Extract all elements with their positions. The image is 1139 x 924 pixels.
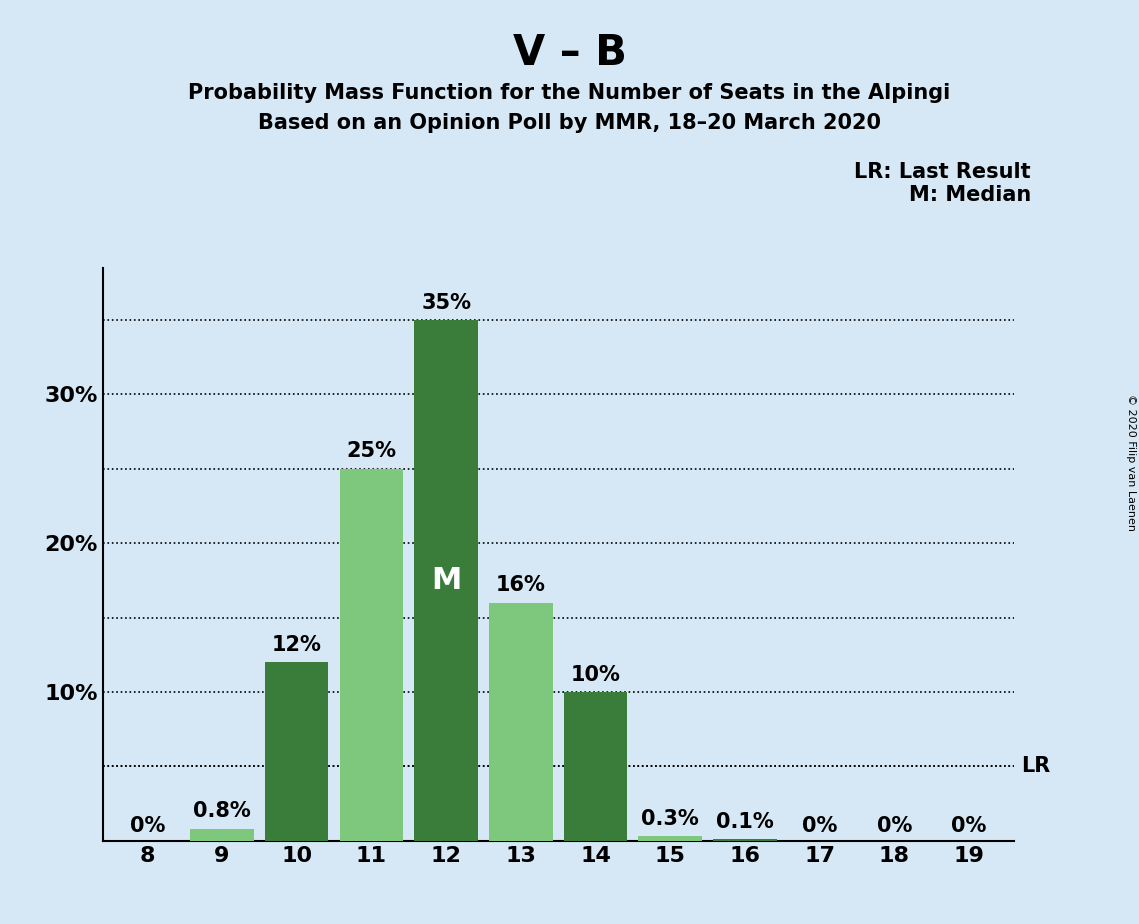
Bar bbox=[564, 692, 628, 841]
Text: 25%: 25% bbox=[346, 442, 396, 461]
Text: 0.1%: 0.1% bbox=[716, 812, 773, 832]
Text: 0%: 0% bbox=[951, 817, 986, 836]
Text: LR: Last Result: LR: Last Result bbox=[854, 162, 1031, 182]
Bar bbox=[190, 829, 254, 841]
Text: 10%: 10% bbox=[571, 664, 621, 685]
Text: Probability Mass Function for the Number of Seats in the Alpingi: Probability Mass Function for the Number… bbox=[188, 83, 951, 103]
Text: 0.8%: 0.8% bbox=[194, 801, 251, 821]
Text: 0.3%: 0.3% bbox=[641, 808, 699, 829]
Text: V – B: V – B bbox=[513, 32, 626, 74]
Text: © 2020 Filip van Laenen: © 2020 Filip van Laenen bbox=[1126, 394, 1136, 530]
Text: 16%: 16% bbox=[495, 576, 546, 595]
Text: 12%: 12% bbox=[272, 635, 321, 655]
Bar bbox=[489, 602, 552, 841]
Text: 0%: 0% bbox=[877, 817, 912, 836]
Text: LR: LR bbox=[1021, 757, 1050, 776]
Text: 0%: 0% bbox=[130, 817, 165, 836]
Bar bbox=[339, 468, 403, 841]
Bar bbox=[265, 663, 328, 841]
Bar bbox=[638, 836, 702, 841]
Bar bbox=[415, 320, 478, 841]
Bar bbox=[713, 839, 777, 841]
Text: Based on an Opinion Poll by MMR, 18–20 March 2020: Based on an Opinion Poll by MMR, 18–20 M… bbox=[259, 113, 880, 133]
Text: M: Median: M: Median bbox=[909, 185, 1031, 205]
Text: M: M bbox=[431, 565, 461, 595]
Text: 35%: 35% bbox=[421, 293, 472, 312]
Text: 0%: 0% bbox=[802, 817, 837, 836]
